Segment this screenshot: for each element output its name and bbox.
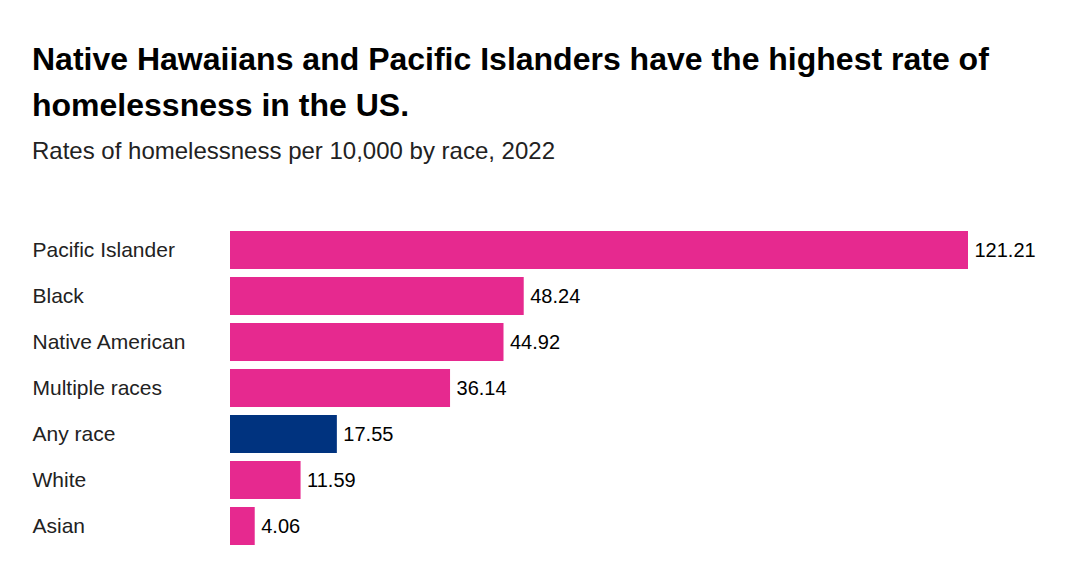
html-text:Native Hawaiians and Pacific I: Native Hawaiians and Pacific Islanders h… (32, 41, 989, 123)
svg-text:Pacific Islander: Pacific Islander (33, 238, 175, 261)
svg-text:4.06: 4.06 (261, 515, 300, 537)
svg-text:White: White (33, 468, 87, 491)
svg-text:48.24: 48.24 (530, 285, 580, 307)
svg-text:Multiple races: Multiple races (33, 376, 163, 399)
svg-text:44.92: 44.92 (510, 331, 560, 353)
svg-text:Native American: Native American (33, 330, 186, 353)
svg-text:11.59: 11.59 (307, 469, 356, 491)
svg-text:36.14: 36.14 (457, 377, 507, 399)
svg-text:Black: Black (33, 284, 85, 307)
svg-text:Any race: Any race (33, 422, 116, 445)
html-text:Rates of homelessness per 10,0: Rates of homelessness per 10,000 by race… (32, 137, 555, 164)
svg-text:Asian: Asian (33, 514, 86, 537)
svg-text:17.55: 17.55 (343, 423, 393, 445)
svg-text:121.21: 121.21 (975, 239, 1036, 261)
